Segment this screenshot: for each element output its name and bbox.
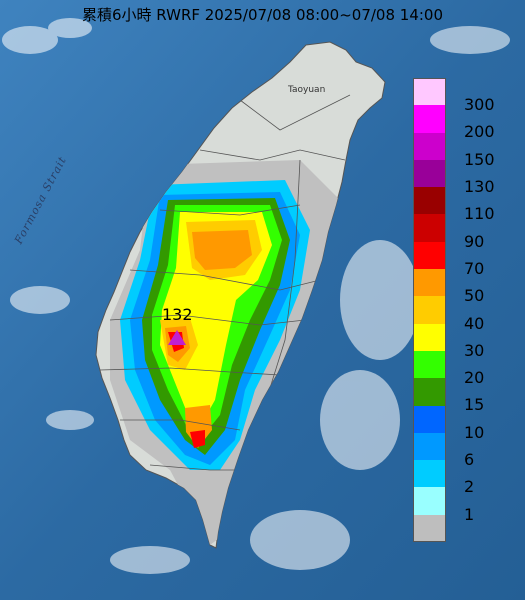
legend-item: 15 [413, 378, 513, 414]
legend-swatch [413, 159, 446, 188]
legend-label: 70 [464, 258, 485, 278]
legend-label: 20 [464, 368, 485, 388]
legend-label: 40 [464, 313, 485, 333]
legend-item: 130 [413, 159, 513, 196]
legend-item [413, 514, 513, 543]
legend-swatch [413, 487, 446, 515]
max-rainfall-marker-icon [168, 330, 186, 345]
legend-label: 110 [464, 204, 495, 224]
legend-swatch [413, 105, 446, 133]
legend-swatch [413, 269, 446, 297]
legend-swatch [413, 296, 446, 324]
legend-item: 200 [413, 105, 513, 141]
legend-label: 15 [464, 395, 485, 415]
county-boundaries [99, 94, 351, 471]
legend-swatch [413, 432, 446, 461]
legend-swatch [413, 214, 446, 242]
legend-label: 90 [464, 231, 485, 251]
legend-item: 300 [413, 78, 513, 114]
map-title: 累積6小時 RWRF 2025/07/08 08:00~07/08 14:00 [81, 6, 444, 24]
legend-swatch [413, 378, 446, 406]
legend-swatch [413, 187, 446, 215]
legend-label: 50 [464, 286, 485, 306]
legend-item: 70 [413, 241, 513, 278]
city-label: Taoyuan [288, 85, 326, 95]
legend-label: 10 [464, 422, 485, 442]
legend-swatch [413, 460, 446, 488]
legend-item: 10 [413, 405, 513, 442]
legend-item: 1 [413, 487, 513, 524]
legend-label: 6 [464, 450, 475, 469]
legend-item: 6 [413, 432, 513, 469]
rainfall-legend: 300 200 150 130 110 90 70 50 40 30 20 15 10 6 2 1 [413, 78, 513, 543]
legend-item: 40 [413, 296, 513, 333]
legend-label: 200 [464, 122, 495, 142]
legend-label: 150 [464, 149, 495, 169]
legend-item: 150 [413, 132, 513, 169]
legend-label: 1 [464, 504, 475, 524]
legend-item: 110 [413, 187, 513, 223]
legend-swatch [413, 78, 446, 106]
legend-item: 30 [413, 323, 513, 360]
rainfall-layer [110, 160, 340, 545]
legend-label: 2 [464, 477, 475, 497]
legend-item: 90 [413, 214, 513, 251]
max-rainfall-value: 132 [162, 305, 193, 324]
legend-swatch [413, 514, 446, 543]
cloud-layer [2, 18, 510, 574]
legend-swatch [413, 323, 446, 351]
legend-label: 300 [464, 95, 495, 115]
legend-label: 30 [464, 340, 485, 360]
legend-label: 130 [464, 177, 495, 197]
legend-swatch [413, 350, 446, 379]
legend-swatch [413, 405, 446, 433]
legend-swatch [413, 241, 446, 270]
legend-item: 2 [413, 460, 513, 496]
legend-item: 50 [413, 269, 513, 305]
legend-swatch [413, 132, 446, 160]
legend-item: 20 [413, 350, 513, 387]
